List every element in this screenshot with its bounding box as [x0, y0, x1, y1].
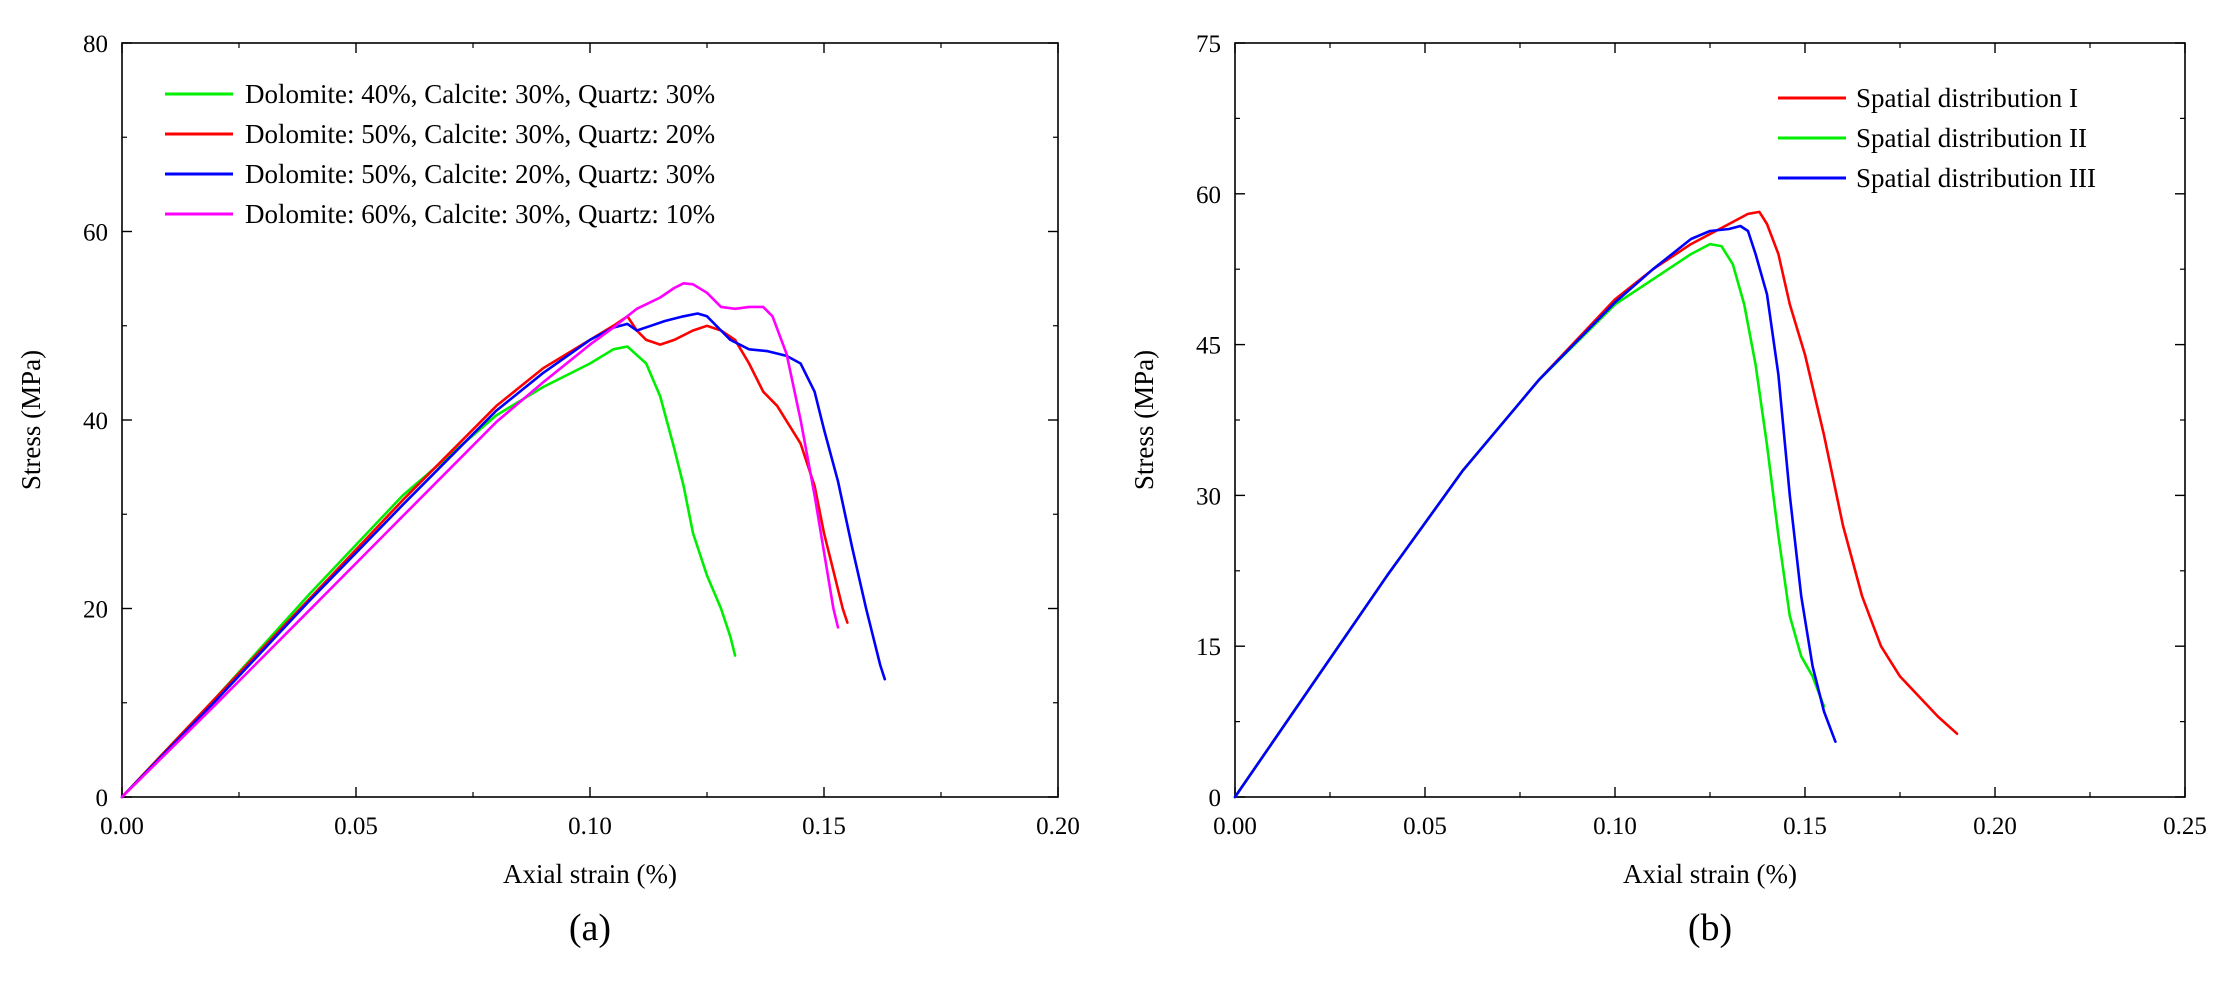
- panel-a-y-tick-label: 20: [83, 597, 108, 624]
- panel-a-legend-label-3: Dolomite: 50%, Calcite: 20%, Quartz: 30%: [245, 159, 715, 189]
- panel-a-y-tick-label: 40: [83, 408, 108, 435]
- panel-b-y-tick-label: 45: [1196, 333, 1221, 360]
- panel-a-x-axis-title: Axial strain (%): [503, 859, 677, 889]
- panel-a-series-line-4: [120, 281, 840, 799]
- panel-a-series-line-2: [120, 314, 849, 799]
- panel-b-y-tick-label: 30: [1196, 483, 1221, 510]
- panel-a-legend-label-1: Dolomite: 40%, Calcite: 30%, Quartz: 30%: [245, 79, 715, 109]
- panel-b-series-line-3: [1233, 224, 1837, 799]
- panel-b-x-tick-label: 0.20: [1973, 813, 2017, 840]
- panel-a-y-tick-label: 80: [83, 31, 108, 58]
- panel-a-x-tick-label: 0.05: [334, 813, 378, 840]
- panel-b-plot-frame: [1234, 42, 2186, 798]
- panel-a-x-tick-label: 0.20: [1036, 813, 1080, 840]
- panel-a-legend-label-2: Dolomite: 50%, Calcite: 30%, Quartz: 20%: [245, 119, 715, 149]
- panel-a-y-tick-label: 60: [83, 220, 108, 247]
- panel-b-series-line-2: [1233, 242, 1826, 799]
- panel-b-y-axis-title: Stress (MPa): [1129, 350, 1159, 490]
- panel-a-x-tick-label: 0.00: [100, 813, 144, 840]
- panel-a-plot-frame: [121, 42, 1059, 798]
- panel-a-x-tick-label: 0.10: [568, 813, 612, 840]
- panel-b-legend-label-2: Spatial distribution II: [1856, 123, 2087, 153]
- panel-a-label: (a): [569, 907, 611, 949]
- panel-b-x-tick-label: 0.15: [1783, 813, 1827, 840]
- panel-b-chart: 0.00 0.05 0.10 0.15 0.20 0.25 0 15 30 45 60 75 Axial…: [1129, 31, 2207, 949]
- panel-b-series-line-1: [1233, 210, 1959, 799]
- panel-b-legend-label-3: Spatial distribution III: [1856, 163, 2096, 193]
- panel-b-x-axis-title: Axial strain (%): [1623, 859, 1797, 889]
- panel-a-x-tick-label: 0.15: [802, 813, 846, 840]
- panel-b-x-tick-label: 0.25: [2163, 813, 2207, 840]
- panel-b-y-tick-label: 15: [1196, 634, 1221, 661]
- panel-a-chart: 0.00 0.05 0.10 0.15 0.20 0 20 40 60 80 Axial strai…: [16, 31, 1080, 949]
- panel-b-y-tick-label: 75: [1196, 31, 1221, 58]
- panel-a-series-line-1: [120, 345, 737, 799]
- panel-b-x-tick-label: 0.10: [1593, 813, 1637, 840]
- panel-b-x-tick-label: 0.05: [1403, 813, 1447, 840]
- panel-a-legend-label-4: Dolomite: 60%, Calcite: 30%, Quartz: 10%: [245, 199, 715, 229]
- panel-b-label: (b): [1688, 907, 1732, 949]
- panel-b-y-tick-label: 60: [1196, 182, 1221, 209]
- panel-b-legend-label-1: Spatial distribution I: [1856, 83, 2078, 113]
- panel-b-x-tick-label: 0.00: [1213, 813, 1257, 840]
- panel-a-y-axis-title: Stress (MPa): [16, 350, 46, 490]
- panel-a-y-tick-label: 0: [96, 785, 109, 812]
- panel-b-y-tick-label: 0: [1209, 785, 1222, 812]
- panel-a-series-line-3: [120, 312, 887, 799]
